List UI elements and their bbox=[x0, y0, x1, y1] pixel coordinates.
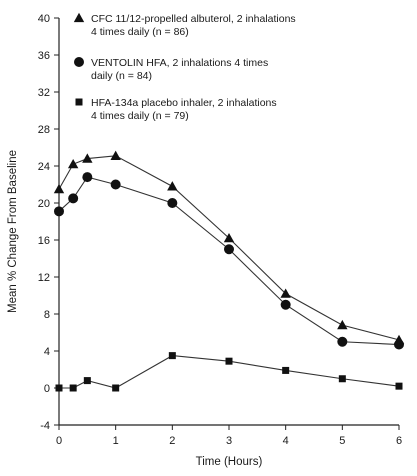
legend-entry-square: HFA-134a placebo inhaler, 2 inhalations4… bbox=[75, 97, 277, 122]
legend-label: daily (n = 84) bbox=[91, 70, 152, 82]
data-point bbox=[395, 382, 403, 390]
data-point bbox=[82, 172, 93, 183]
y-tick-label: 24 bbox=[38, 161, 50, 173]
y-axis-title: Mean % Change From Baseline bbox=[7, 150, 19, 313]
series-square bbox=[55, 352, 403, 392]
y-tick-label: 36 bbox=[38, 50, 50, 62]
x-axis: 0 1 2 3 4 5 6 bbox=[56, 424, 402, 447]
y-tick-label: 8 bbox=[44, 309, 50, 321]
y-tick-label: 20 bbox=[38, 198, 50, 210]
x-tick-label: 1 bbox=[113, 435, 119, 447]
x-tick-label: 2 bbox=[169, 435, 175, 447]
y-axis: -4 0 4 8 12 16 20 24 28 32 36 40 bbox=[38, 13, 60, 432]
data-point bbox=[338, 375, 346, 383]
y-tick-label: 12 bbox=[38, 272, 50, 284]
data-point bbox=[394, 339, 404, 350]
series-circle bbox=[54, 172, 404, 350]
y-tick-label: -4 bbox=[40, 420, 50, 432]
data-point bbox=[110, 150, 121, 160]
data-point bbox=[83, 377, 91, 385]
legend-marker bbox=[75, 98, 83, 106]
data-point bbox=[280, 299, 291, 310]
legend-label: CFC 11/12-propelled albuterol, 2 inhalat… bbox=[91, 13, 296, 25]
x-axis-title: Time (Hours) bbox=[196, 456, 263, 468]
y-tick-label: 4 bbox=[44, 346, 50, 358]
data-point bbox=[167, 198, 178, 208]
data-point bbox=[67, 158, 79, 169]
data-point bbox=[53, 183, 65, 194]
x-tick-label: 0 bbox=[56, 435, 62, 447]
x-tick-label: 5 bbox=[339, 435, 345, 447]
data-point bbox=[168, 352, 176, 360]
legend-entry-triangle: CFC 11/12-propelled albuterol, 2 inhalat… bbox=[73, 12, 296, 38]
data-point bbox=[112, 384, 120, 392]
data-point bbox=[110, 179, 121, 190]
y-tick-label: 40 bbox=[38, 13, 50, 25]
legend-marker bbox=[74, 57, 84, 67]
data-point bbox=[282, 366, 290, 374]
x-tick-label: 6 bbox=[396, 435, 402, 447]
data-point bbox=[224, 244, 234, 255]
legend-marker bbox=[73, 12, 85, 23]
data-point bbox=[337, 319, 348, 330]
data-point bbox=[280, 288, 291, 298]
data-point bbox=[69, 384, 77, 392]
y-tick-label: 0 bbox=[44, 383, 50, 395]
data-point bbox=[55, 384, 63, 392]
legend-label: 4 times daily (n = 79) bbox=[91, 110, 189, 122]
data-point bbox=[68, 193, 79, 204]
series-line bbox=[58, 176, 400, 346]
y-tick-label: 28 bbox=[38, 124, 50, 136]
legend-label: VENTOLIN HFA, 2 inhalations 4 times bbox=[91, 57, 268, 69]
data-point bbox=[337, 336, 348, 347]
x-tick-label: 3 bbox=[226, 435, 232, 447]
legend-label: HFA-134a placebo inhaler, 2 inhalations bbox=[91, 97, 277, 109]
legend-entry-circle: VENTOLIN HFA, 2 inhalations 4 timesdaily… bbox=[74, 57, 268, 82]
y-tick-label: 32 bbox=[38, 87, 50, 99]
y-tick-label: 16 bbox=[38, 235, 50, 247]
series-layer bbox=[53, 150, 405, 392]
data-point bbox=[223, 232, 235, 243]
x-tick-label: 4 bbox=[283, 435, 289, 447]
legend: CFC 11/12-propelled albuterol, 2 inhalat… bbox=[73, 12, 296, 122]
data-point bbox=[225, 357, 233, 365]
data-point bbox=[82, 153, 93, 163]
data-point bbox=[54, 206, 64, 217]
data-point bbox=[167, 181, 178, 191]
legend-label: 4 times daily (n = 86) bbox=[91, 26, 189, 38]
